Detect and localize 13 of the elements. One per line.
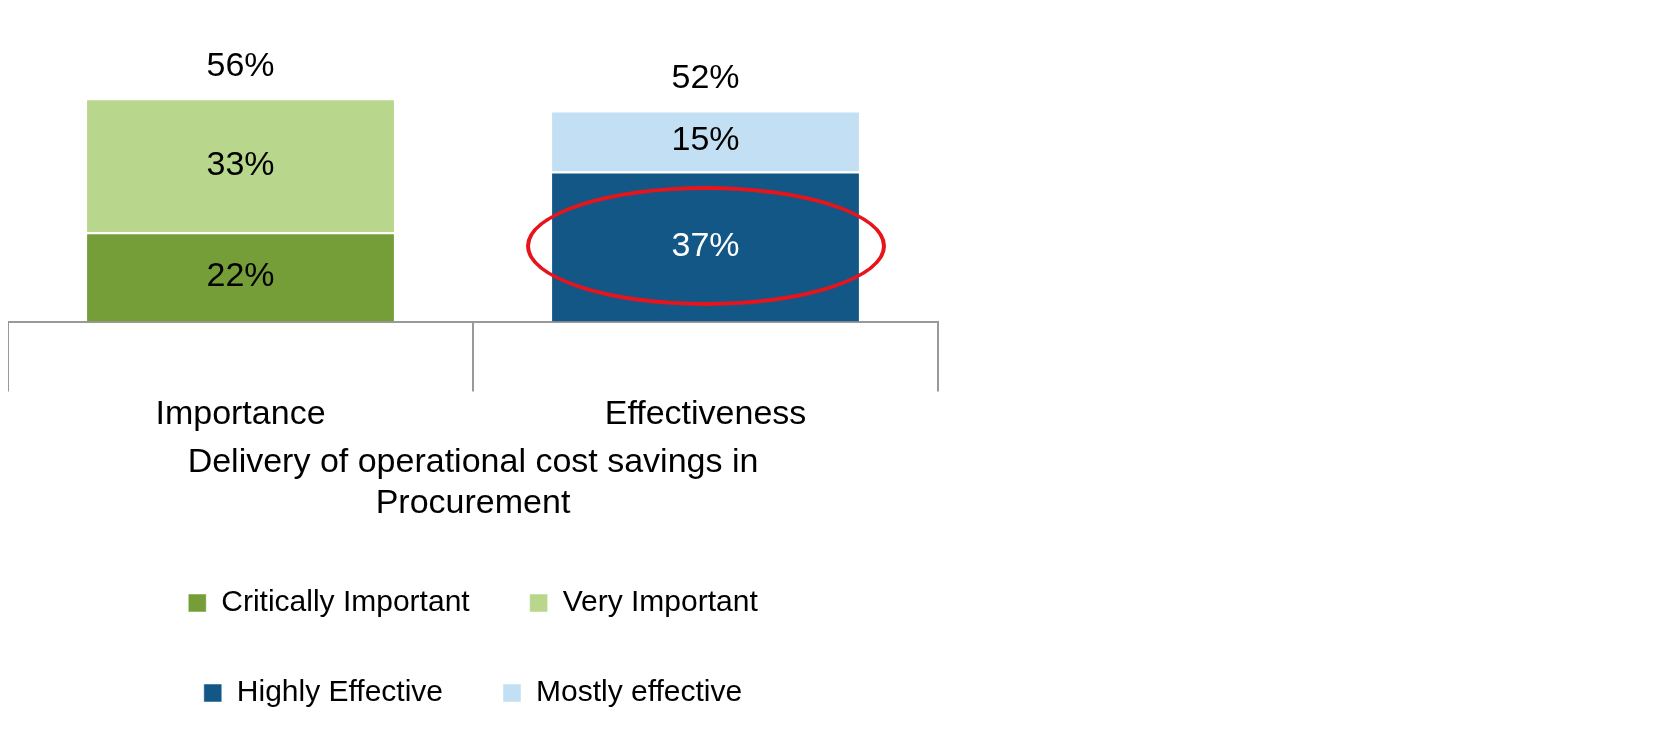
x-axis-title: Delivery of operational cost savings in Procurement (187, 441, 759, 520)
data-label: 15% (671, 119, 740, 158)
total-label: 52% (671, 56, 740, 95)
legend-label: Highly Effective (236, 674, 444, 708)
x-tick-label: Importance (155, 393, 326, 432)
legend-label: Very Important (562, 584, 759, 618)
legend-label: Mostly effective (536, 674, 743, 708)
total-label: 56% (206, 44, 275, 83)
data-label: 22% (206, 255, 275, 294)
x-tick-label: Effectiveness (604, 393, 807, 432)
data-label: 37% (671, 224, 740, 263)
data-label: 33% (206, 143, 275, 182)
legend-label: Critically Important (221, 584, 471, 618)
